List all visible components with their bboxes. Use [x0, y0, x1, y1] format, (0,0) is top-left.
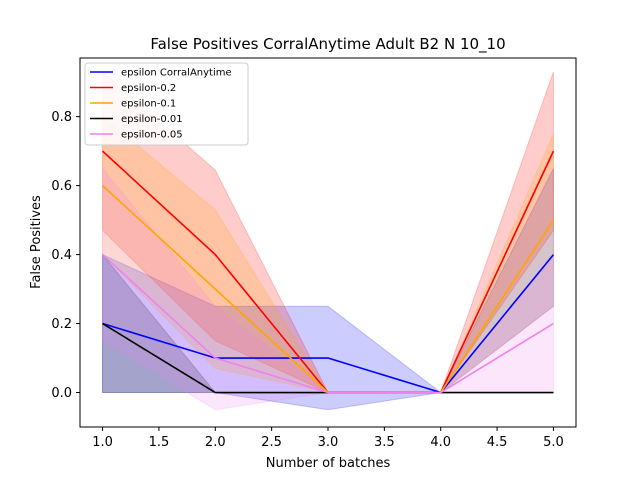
- legend-label-epsilon-0-1: epsilon-0.1: [121, 99, 176, 110]
- y-tick-label: 0.6: [51, 179, 72, 194]
- line-epsilon-corralanytime: [102, 254, 555, 394]
- chart-title: False Positives CorralAnytime Adult B2 N…: [150, 35, 505, 54]
- y-tick-label: 0.8: [51, 110, 72, 125]
- band-epsilon-corralanytime: [102, 168, 554, 411]
- x-tick-label: 1.0: [92, 435, 113, 450]
- x-tick-label: 3.5: [374, 435, 395, 450]
- legend-box: [84, 62, 249, 146]
- legend-label-epsilon-0-2: epsilon-0.2: [121, 83, 176, 94]
- legend-label-epsilon-corralanytime: epsilon CorralAnytime: [121, 68, 232, 79]
- x-tick-label: 2.5: [261, 435, 282, 450]
- y-axis-label: False Positives: [29, 195, 44, 289]
- legend-label-epsilon-0-01: epsilon-0.01: [121, 114, 183, 125]
- y-axis-ticks: 0.0 0.2 0.4 0.6 0.8: [51, 110, 80, 401]
- x-axis-label: Number of batches: [266, 456, 391, 471]
- confidence-bands: [102, 70, 554, 411]
- x-tick-label: 5.0: [543, 435, 564, 450]
- legend-label-epsilon-0-05: epsilon-0.05: [121, 130, 183, 141]
- line-epsilon-0-05: [102, 253, 554, 394]
- x-tick-label: 4.0: [430, 435, 451, 450]
- y-tick-label: 0.2: [51, 317, 72, 332]
- legend: epsilon CorralAnytime epsilon-0.2 epsilon-…: [84, 62, 249, 146]
- y-tick-label: 0.4: [51, 248, 72, 263]
- x-tick-label: 3.0: [318, 435, 339, 450]
- x-axis-ticks: 1.0 1.5 2.0 2.5 3.0 3.5 4.0 4.5 5.0: [92, 427, 564, 450]
- x-tick-label: 1.5: [149, 435, 170, 450]
- x-tick-label: 2.0: [205, 435, 226, 450]
- series-lines: [102, 150, 555, 394]
- band-epsilon-0-1: [102, 115, 554, 394]
- y-tick-label: 0.0: [51, 386, 72, 401]
- x-tick-label: 4.5: [487, 435, 508, 450]
- band-epsilon-0-2: [102, 70, 554, 394]
